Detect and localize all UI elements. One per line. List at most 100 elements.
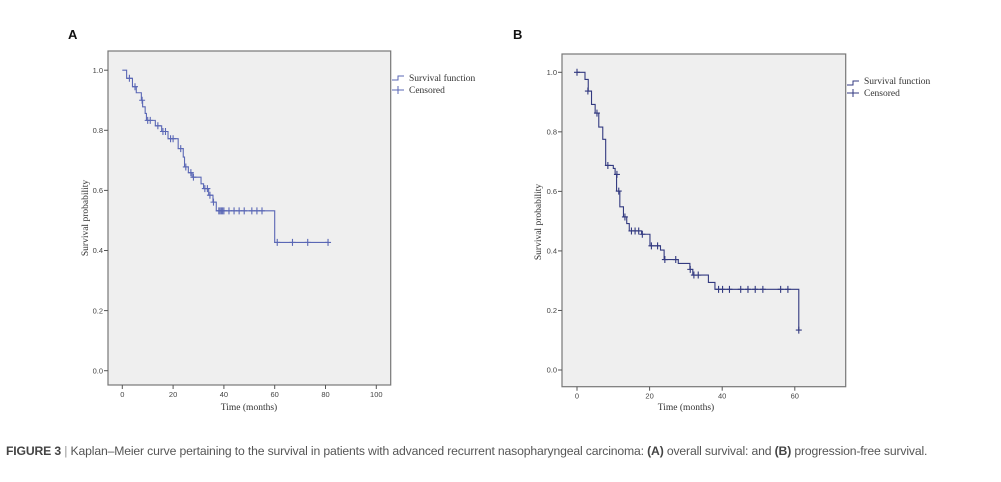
caption-text-3: progression-free survival. [791,444,928,458]
figure-caption: FIGURE 3 | Kaplan–Meier curve pertaining… [6,443,996,460]
censor-mark [672,256,679,264]
censor-mark [241,207,248,215]
y-tick-label: 1.0 [547,68,557,77]
panel-letter-b: B [513,27,522,42]
censor-marks-a [126,74,332,246]
x-tick-label: 0 [120,390,124,399]
panel-letter-a: A [68,27,78,42]
legend-label-survival-b: Survival function [864,76,930,87]
y-axis-b: 0.0 0.2 0.4 0.6 0.8 1.0 [547,68,562,375]
plot-area-a [107,50,392,386]
y-tick-label: 0.4 [93,246,103,255]
x-tick-label: 0 [575,392,579,401]
censor-mark [613,170,620,178]
censor-mark [274,238,281,246]
censor-mark [154,122,161,130]
censor-mark [795,326,802,334]
censor-mark [726,285,733,293]
censor-mark [737,285,744,293]
y-tick-label: 0.8 [547,128,557,137]
y-tick-label: 0.0 [93,366,103,375]
censor-mark [259,207,265,215]
y-tick-label: 0.0 [547,366,557,375]
y-tick-label: 0.2 [547,306,557,315]
censor-mark [574,68,580,76]
censor-mark [621,213,628,221]
y-axis-title-b: Survival probability [534,184,544,261]
censor-mark [210,198,217,206]
legend-b: Survival function Censored [847,76,930,99]
caption-separator: | [64,444,68,458]
panel-b: B 0.0 0.2 0.4 0.6 0.8 1.0 0 20 40 60 Time (month… [513,27,930,413]
censor-marks-b [574,68,802,334]
legend-label-censored-b: Censored [864,89,900,99]
x-tick-label: 60 [271,390,279,399]
x-tick-label: 80 [321,390,329,399]
legend-a: Survival function Censored [392,73,475,96]
x-tick-label: 20 [645,392,653,401]
censor-mark [604,161,611,169]
censor-mark [147,116,154,124]
censor-mark [304,238,311,246]
censor-mark [639,230,646,238]
censor-mark [204,185,211,193]
censor-mark [654,242,661,250]
y-tick-label: 1.0 [93,66,103,75]
censor-mark [752,285,759,293]
censor-mark [687,265,694,273]
x-tick-label: 100 [370,390,383,399]
legend-censor-icon-b [847,89,859,97]
y-axis-title-a: Survival probability [81,180,91,257]
censor-mark [695,271,702,279]
y-tick-label: 0.4 [547,247,557,256]
caption-label: FIGURE 3 [6,444,62,458]
censor-mark [784,285,791,293]
censor-mark [719,285,726,293]
y-axis-a: 0.0 0.2 0.4 0.6 0.8 1.0 [93,66,108,375]
censor-mark [615,187,622,195]
censor-mark [126,74,133,82]
legend-label-survival-a: Survival function [409,73,475,84]
censor-mark [236,207,243,215]
censor-mark [132,83,138,91]
x-axis-title-b: Time (months) [658,402,714,413]
survival-curve-a [122,69,329,243]
x-tick-label: 20 [169,390,177,399]
caption-ref-a: (A) [647,444,664,458]
censor-mark [325,238,332,246]
censor-mark [225,207,232,215]
censor-mark [139,96,146,104]
caption-text-2: overall survival: and [663,444,775,458]
censor-mark [593,109,600,117]
y-tick-label: 0.2 [93,306,103,315]
censor-mark [187,169,194,177]
legend-step-icon-b [847,80,859,86]
censor-mark [248,207,255,215]
censor-mark [170,135,177,143]
censor-mark [648,242,655,250]
censor-mark [253,207,260,215]
x-tick-label: 40 [220,390,228,399]
censor-mark [220,207,227,215]
censor-mark [759,285,766,293]
censor-mark [162,128,169,135]
legend-label-censored-a: Censored [409,86,445,96]
x-axis-a: 0 20 40 60 80 100 [120,385,383,399]
censor-mark [177,145,184,153]
censor-mark [584,87,591,95]
y-tick-label: 0.6 [93,186,103,195]
legend-censor-icon-a [392,86,404,94]
x-axis-title-a: Time (months) [221,402,277,413]
x-tick-label: 60 [791,392,799,401]
censor-mark [777,285,784,293]
censor-mark [661,256,668,264]
censor-mark [744,285,751,293]
x-tick-label: 40 [718,392,726,401]
y-tick-label: 0.8 [93,126,103,135]
panel-a: A 0.0 0.2 0.4 0.6 0.8 1.0 0 20 40 60 80 100 Time (… [68,27,475,413]
y-tick-label: 0.6 [547,187,557,196]
caption-text-1: Kaplan–Meier curve pertaining to the sur… [70,444,648,458]
caption-ref-b: (B) [774,444,792,458]
legend-step-icon-a [392,75,404,81]
